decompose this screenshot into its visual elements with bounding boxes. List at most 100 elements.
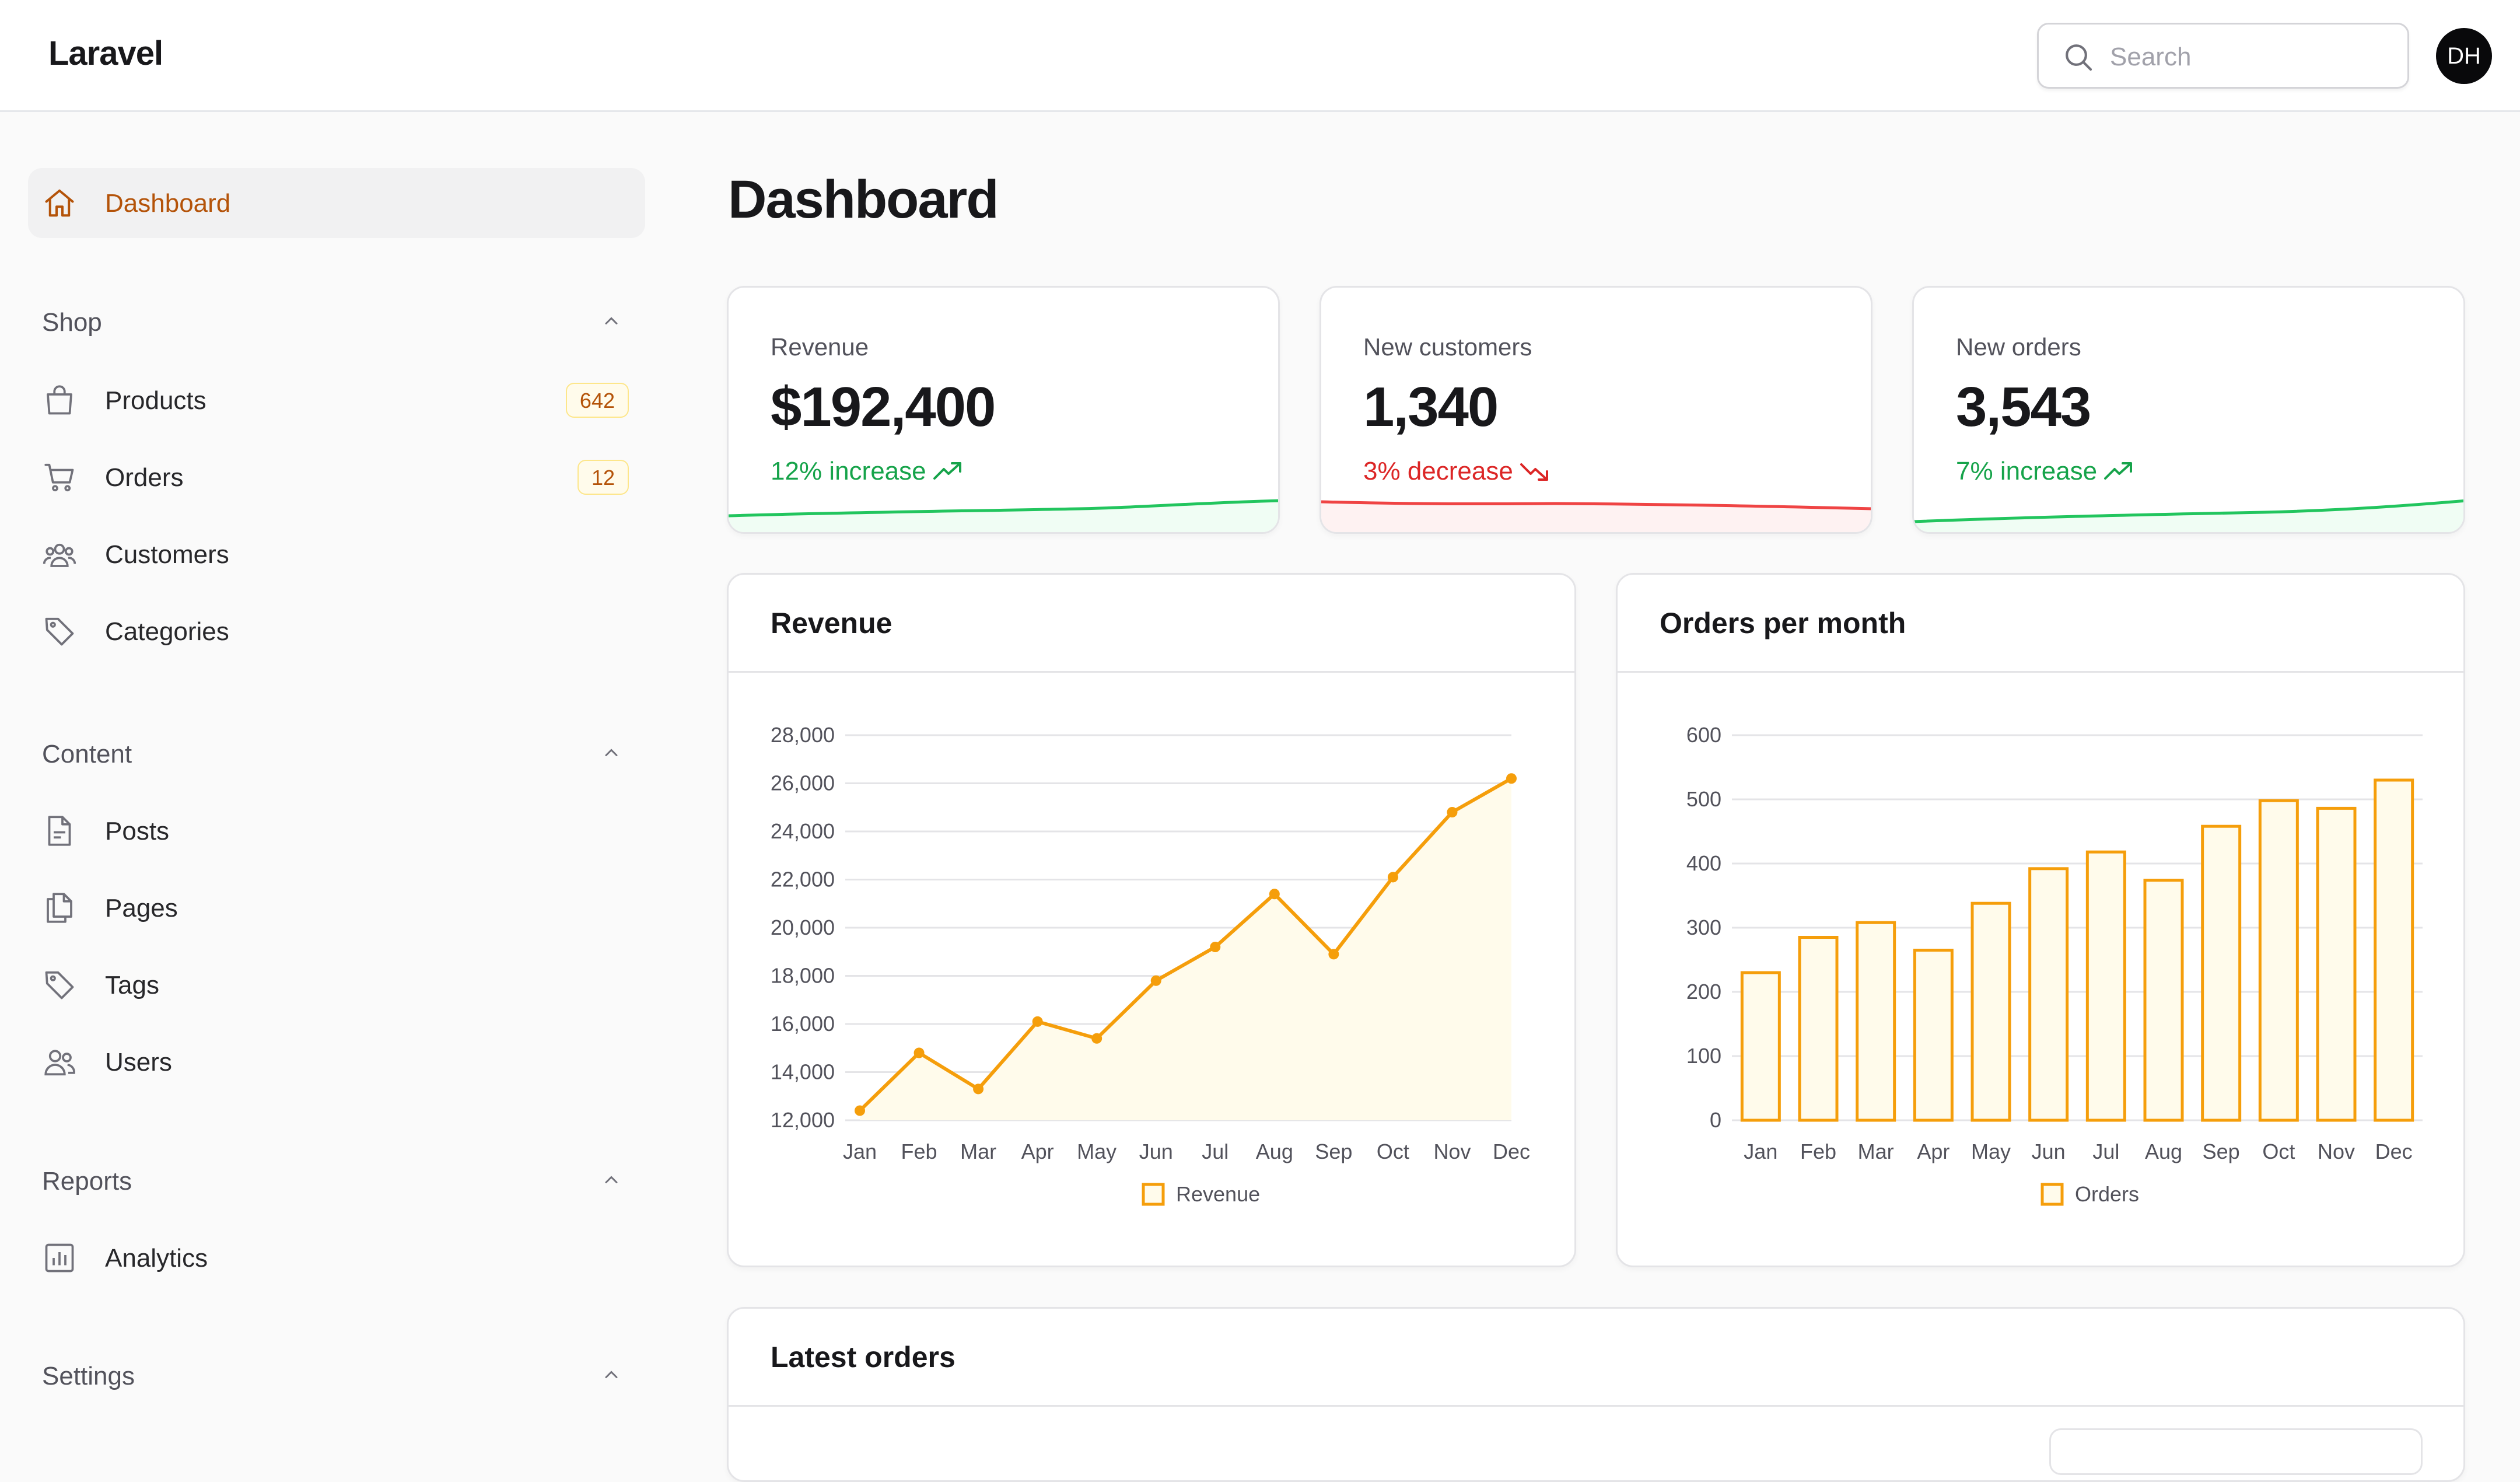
data-point — [914, 1047, 925, 1058]
sidebar-item-tags[interactable]: Tags — [28, 950, 645, 1020]
data-point — [1210, 942, 1221, 952]
x-tick-label: Oct — [2262, 1140, 2295, 1163]
sidebar-group-content[interactable]: Content — [42, 740, 132, 768]
sidebar-item-label: Posts — [105, 817, 170, 845]
sidebar-group-reports[interactable]: Reports — [42, 1167, 132, 1196]
top-bar: Laravel DH — [0, 0, 2520, 112]
sidebar-item-label: Users — [105, 1048, 172, 1076]
sidebar-item-products[interactable]: Products 642 — [28, 365, 645, 435]
divider — [729, 1405, 2463, 1407]
y-tick-label: 20,000 — [771, 915, 835, 939]
search-input[interactable] — [2109, 35, 2397, 79]
stat-value: $192,400 — [771, 376, 996, 438]
legend-label: Orders — [2075, 1182, 2139, 1206]
data-point — [1150, 975, 1161, 986]
table-search-input[interactable] — [2049, 1428, 2423, 1475]
x-tick-label: Sep — [2203, 1140, 2240, 1163]
document-icon — [48, 816, 71, 846]
data-point — [1032, 1016, 1043, 1027]
y-tick-label: 18,000 — [771, 964, 835, 988]
y-tick-label: 200 — [1686, 980, 1721, 1004]
shopping-cart-icon — [44, 463, 74, 492]
chevron-up-icon[interactable] — [601, 310, 622, 331]
tag-icon — [45, 617, 74, 646]
tag-icon — [45, 971, 74, 999]
x-tick-label: Feb — [1800, 1140, 1836, 1163]
data-point — [1506, 773, 1517, 784]
stat-trend-text: 3% decrease — [1363, 457, 1513, 485]
documents-icon — [47, 893, 72, 923]
legend-swatch — [1142, 1183, 1165, 1206]
orders-sparkline — [1914, 499, 2463, 532]
orders-bar-chart: 0 100 200 300 400 500 600 Jan Feb Mar Apr May Jun Jul… — [1686, 723, 2423, 1206]
brand-logo[interactable]: Laravel — [48, 34, 163, 72]
customers-sparkline — [1321, 500, 1871, 532]
x-tick-label: Mar — [1858, 1140, 1894, 1163]
stat-label: Revenue — [771, 333, 869, 361]
bar — [2258, 799, 2299, 1122]
search-icon — [2066, 44, 2092, 71]
sidebar-group-shop[interactable]: Shop — [42, 308, 102, 337]
avatar[interactable]: DH — [2436, 28, 2492, 84]
revenue-line-chart: 12,000 14,000 16,000 18,000 20,000 22,000 24,0… — [771, 723, 1530, 1206]
chart-title: Orders per month — [1660, 607, 1906, 639]
y-tick-label: 16,000 — [771, 1012, 835, 1036]
x-tick-label: Sep — [1315, 1140, 1352, 1163]
count-badge: 12 — [577, 460, 629, 495]
sidebar-item-categories[interactable]: Categories — [28, 596, 645, 666]
y-tick-label: 26,000 — [771, 771, 835, 795]
data-point — [1328, 949, 1339, 960]
bar — [1971, 901, 2011, 1122]
y-tick-label: 24,000 — [771, 819, 835, 843]
sidebar-group-settings[interactable]: Settings — [42, 1362, 135, 1390]
y-tick-label: 300 — [1686, 915, 1721, 939]
chevron-up-icon[interactable] — [601, 742, 622, 763]
x-tick-label: May — [1971, 1140, 2011, 1163]
x-tick-label: Jun — [2032, 1140, 2066, 1163]
chart-title: Revenue — [771, 607, 892, 639]
stat-value: 1,340 — [1363, 376, 1499, 438]
x-tick-label: Jan — [843, 1140, 877, 1163]
data-point — [973, 1083, 984, 1095]
x-tick-label: May — [1077, 1140, 1116, 1163]
stat-trend: 7% increase — [1956, 457, 2134, 486]
chevron-up-icon[interactable] — [601, 1364, 622, 1385]
sidebar-item-analytics[interactable]: Analytics — [28, 1223, 645, 1293]
chevron-up-icon[interactable] — [601, 1169, 622, 1190]
stat-card-revenue: Revenue $192,400 12% increase — [727, 286, 1280, 534]
series-line — [858, 777, 1513, 1112]
bar — [2201, 824, 2242, 1122]
x-tick-label: Nov — [1433, 1140, 1471, 1163]
x-tick-label: Mar — [960, 1140, 996, 1163]
x-tick-label: Jun — [1139, 1140, 1173, 1163]
sidebar-item-posts[interactable]: Posts — [28, 796, 645, 866]
sidebar-item-dashboard[interactable]: Dashboard — [28, 168, 645, 238]
x-tick-label: Dec — [2375, 1140, 2413, 1163]
sidebar-item-label: Dashboard — [105, 189, 231, 218]
bar — [2085, 850, 2126, 1122]
stat-card-new-customers: New customers 1,340 3% decrease — [1320, 286, 1873, 534]
bar — [1798, 936, 1839, 1122]
y-tick-label: 400 — [1686, 851, 1721, 875]
stat-trend: 12% increase — [771, 457, 964, 486]
stat-value: 3,543 — [1956, 376, 2091, 438]
sidebar-item-orders[interactable]: Orders 12 — [28, 442, 645, 512]
x-tick-label: Apr — [1917, 1140, 1950, 1163]
bar — [1856, 921, 1896, 1122]
x-tick-label: Jan — [1744, 1140, 1777, 1163]
sidebar-item-label: Categories — [105, 617, 229, 646]
sidebar-item-users[interactable]: Users — [28, 1027, 645, 1097]
data-point — [855, 1105, 865, 1116]
trend-up-icon — [933, 462, 961, 480]
x-tick-label: Aug — [2145, 1140, 2182, 1163]
sidebar-item-pages[interactable]: Pages — [28, 873, 645, 943]
users-icon — [44, 1050, 75, 1076]
stat-trend-text: 7% increase — [1956, 457, 2098, 485]
sidebar-item-customers[interactable]: Customers — [28, 519, 645, 589]
bar — [1740, 971, 1781, 1122]
divider — [1618, 671, 2463, 673]
data-point — [1091, 1033, 1102, 1044]
sidebar-item-label: Products — [105, 386, 206, 415]
search-box[interactable] — [2037, 23, 2409, 89]
sidebar-item-label: Customers — [105, 540, 229, 569]
